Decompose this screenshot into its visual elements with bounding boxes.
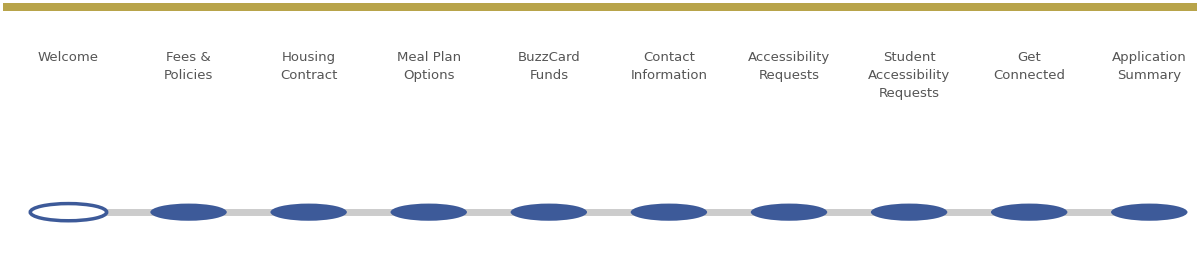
- Circle shape: [150, 204, 227, 221]
- Text: Fees &
Policies: Fees & Policies: [164, 51, 214, 82]
- Text: Student
Accessibility
Requests: Student Accessibility Requests: [868, 51, 950, 100]
- Circle shape: [991, 204, 1068, 221]
- Circle shape: [390, 204, 467, 221]
- Circle shape: [751, 204, 827, 221]
- Text: Contact
Information: Contact Information: [630, 51, 708, 82]
- Text: Accessibility
Requests: Accessibility Requests: [748, 51, 830, 82]
- Text: BuzzCard
Funds: BuzzCard Funds: [517, 51, 580, 82]
- Circle shape: [511, 204, 587, 221]
- Circle shape: [270, 204, 347, 221]
- Circle shape: [871, 204, 947, 221]
- Text: Housing
Contract: Housing Contract: [280, 51, 337, 82]
- Text: Application
Summary: Application Summary: [1112, 51, 1187, 82]
- Text: Welcome: Welcome: [38, 51, 98, 64]
- FancyBboxPatch shape: [2, 3, 1198, 11]
- Circle shape: [1111, 204, 1188, 221]
- Circle shape: [631, 204, 707, 221]
- Circle shape: [30, 204, 107, 221]
- Text: Meal Plan
Options: Meal Plan Options: [397, 51, 461, 82]
- Text: Get
Connected: Get Connected: [994, 51, 1066, 82]
